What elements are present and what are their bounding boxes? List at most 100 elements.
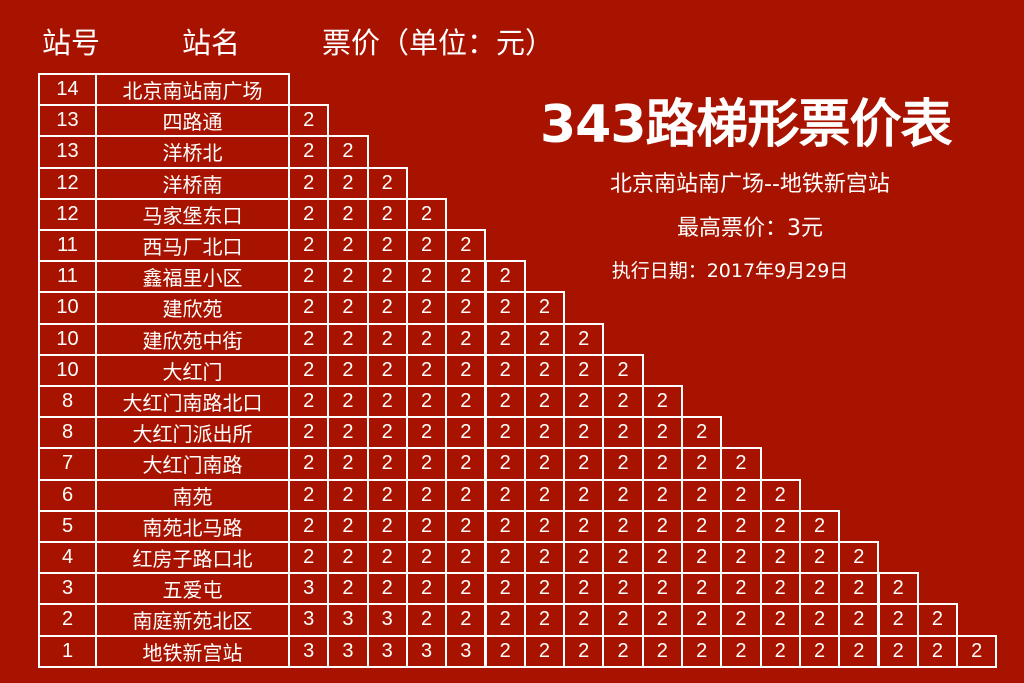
fare-cell: 2 (445, 572, 487, 606)
fare-cell: 2 (563, 509, 605, 543)
fare-cell: 2 (405, 260, 448, 294)
fare-cell: 2 (681, 541, 723, 575)
station-name-cell: 洋桥北 (95, 135, 290, 169)
fare-cell: 2 (445, 478, 487, 512)
effective-date-text: 执行日期：2017年9月29日 (611, 260, 849, 282)
page-title: 343路梯形票价表 (540, 95, 953, 155)
fare-cell: 2 (602, 447, 644, 481)
station-name-cell: 西马厂北口 (95, 229, 290, 263)
fare-cell: 2 (563, 385, 605, 419)
fare-cell: 2 (366, 291, 408, 325)
fare-cell: 2 (563, 541, 605, 575)
fare-cell: 2 (484, 603, 526, 637)
fare-cell: 2 (366, 509, 408, 543)
station-no-cell: 2 (38, 603, 97, 637)
fare-cell: 2 (720, 447, 762, 481)
fare-cell: 2 (523, 541, 566, 575)
fare-cell: 2 (523, 353, 566, 387)
fare-cell: 2 (288, 104, 330, 138)
fare-cell: 2 (405, 197, 448, 231)
station-name-cell: 建欣苑 (95, 291, 290, 325)
fare-cell: 2 (641, 447, 683, 481)
fare-cell: 2 (366, 229, 408, 263)
fare-cell: 2 (288, 135, 330, 169)
station-name-cell: 大红门南路 (95, 447, 290, 481)
fare-cell: 2 (838, 541, 880, 575)
fare-cell: 2 (523, 416, 566, 450)
fare-cell: 2 (484, 478, 526, 512)
fare-cell: 2 (759, 603, 801, 637)
fare-cell: 2 (523, 291, 566, 325)
fare-cell: 2 (720, 603, 762, 637)
fare-cell: 2 (838, 572, 880, 606)
fare-cell: 2 (288, 166, 330, 200)
fare-cell: 2 (288, 541, 330, 575)
fare-cell: 2 (445, 509, 487, 543)
station-name-cell: 北京南站南广场 (95, 73, 290, 107)
fare-cell: 2 (327, 135, 369, 169)
station-no-cell: 12 (38, 197, 97, 231)
fare-cell: 2 (798, 572, 841, 606)
fare-cell: 2 (366, 197, 408, 231)
fare-cell: 2 (563, 572, 605, 606)
fare-cell: 2 (327, 509, 369, 543)
fare-cell: 2 (720, 509, 762, 543)
fare-cell: 3 (288, 603, 330, 637)
fare-cell: 3 (366, 634, 408, 668)
fare-cell: 2 (641, 478, 683, 512)
fare-cell: 2 (759, 509, 801, 543)
station-name-cell: 四路通 (95, 104, 290, 138)
fare-cell: 2 (327, 541, 369, 575)
fare-cell: 2 (681, 447, 723, 481)
fare-cell: 2 (720, 541, 762, 575)
fare-cell: 2 (838, 634, 880, 668)
fare-cell: 2 (288, 385, 330, 419)
fare-cell: 2 (641, 572, 683, 606)
station-no-cell: 6 (38, 478, 97, 512)
station-no-cell: 14 (38, 73, 97, 107)
fare-cell: 2 (405, 603, 448, 637)
station-name-cell: 大红门派出所 (95, 416, 290, 450)
fare-cell: 2 (327, 229, 369, 263)
station-no-cell: 8 (38, 385, 97, 419)
fare-cell: 2 (405, 322, 448, 356)
fare-cell: 2 (523, 509, 566, 543)
fare-cell: 2 (563, 322, 605, 356)
fare-cell: 2 (563, 634, 605, 668)
fare-cell: 2 (484, 447, 526, 481)
station-name-cell: 南庭新苑北区 (95, 603, 290, 637)
station-name-cell: 马家堡东口 (95, 197, 290, 231)
fare-cell: 2 (523, 385, 566, 419)
fare-cell: 2 (563, 447, 605, 481)
fare-cell: 2 (366, 478, 408, 512)
fare-cell: 2 (445, 322, 487, 356)
fare-cell: 2 (798, 541, 841, 575)
fare-cell: 2 (523, 447, 566, 481)
fare-cell: 3 (288, 634, 330, 668)
station-no-cell: 10 (38, 353, 97, 387)
fare-cell: 2 (484, 322, 526, 356)
fare-cell: 2 (484, 385, 526, 419)
station-name-cell: 五爱屯 (95, 572, 290, 606)
station-no-cell: 1 (38, 634, 97, 668)
fare-cell: 2 (484, 509, 526, 543)
fare-cell: 2 (759, 634, 801, 668)
fare-cell: 2 (445, 416, 487, 450)
fare-cell: 2 (405, 416, 448, 450)
fare-cell: 3 (366, 603, 408, 637)
fare-cell: 2 (366, 541, 408, 575)
header-station-no: 站号 (42, 26, 101, 60)
fare-cell: 2 (681, 478, 723, 512)
fare-cell: 2 (602, 634, 644, 668)
fare-cell: 2 (641, 385, 683, 419)
fare-cell: 2 (602, 385, 644, 419)
station-name-cell: 鑫福里小区 (95, 260, 290, 294)
fare-cell: 2 (288, 478, 330, 512)
fare-cell: 2 (288, 416, 330, 450)
fare-cell: 2 (445, 447, 487, 481)
fare-cell: 2 (877, 572, 919, 606)
fare-cell: 2 (484, 353, 526, 387)
fare-cell: 2 (523, 322, 566, 356)
fare-cell: 2 (405, 572, 448, 606)
fare-cell: 2 (405, 509, 448, 543)
